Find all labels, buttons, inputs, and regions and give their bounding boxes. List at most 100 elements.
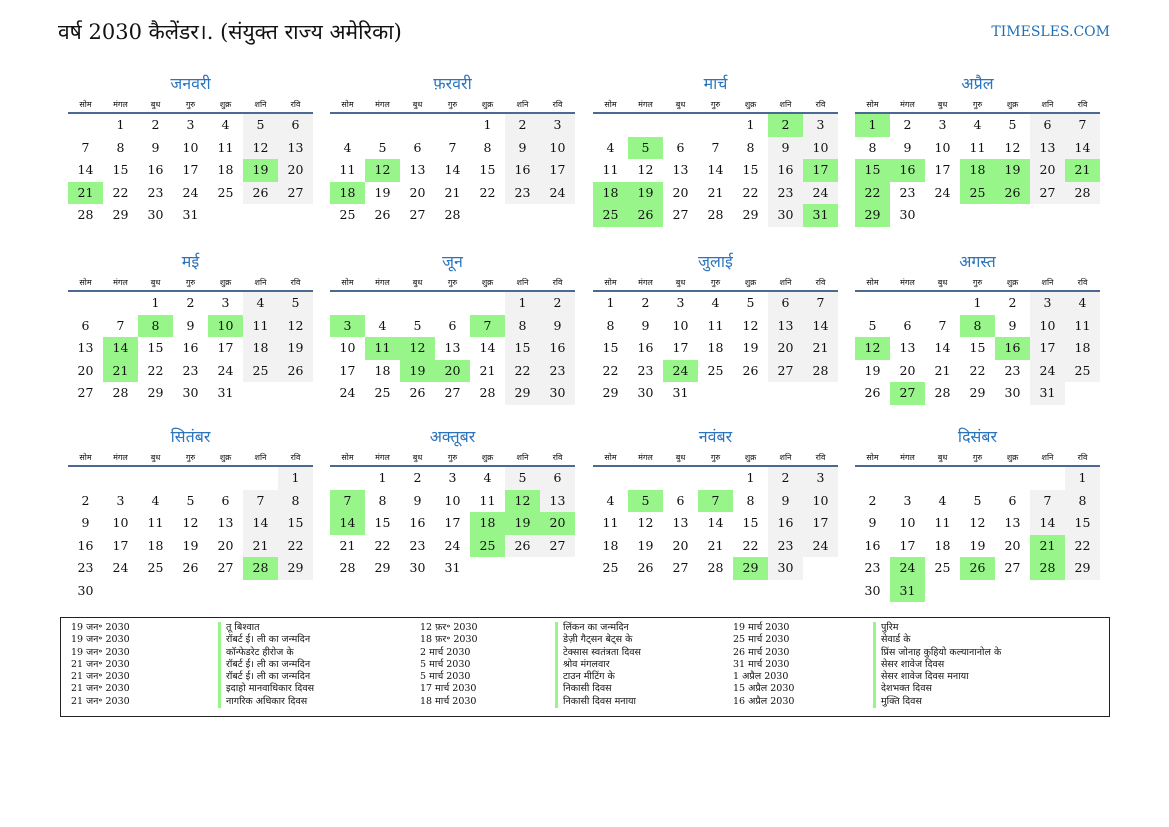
day-cell[interactable]: 14 <box>479 340 496 355</box>
day-cell[interactable]: 22 <box>742 184 759 200</box>
day-cell[interactable]: 3 <box>938 117 947 132</box>
day-cell[interactable]: 6 <box>1008 492 1017 508</box>
day-cell[interactable]: 16 <box>505 159 540 182</box>
day-cell[interactable]: 26 <box>960 557 995 580</box>
day-cell[interactable]: 16 <box>540 337 575 360</box>
day-cell[interactable]: 11 <box>217 139 234 155</box>
day-cell[interactable]: 29 <box>742 207 759 222</box>
day-cell[interactable]: 12 <box>637 162 654 177</box>
day-cell[interactable]: 7 <box>711 139 720 155</box>
day-cell[interactable]: 4 <box>243 292 278 315</box>
day-cell[interactable]: 8 <box>606 317 615 333</box>
day-cell[interactable]: 21 <box>803 337 838 360</box>
day-cell[interactable]: 2 <box>413 470 422 485</box>
day-cell[interactable]: 11 <box>969 139 986 155</box>
day-cell[interactable]: 1 <box>746 117 755 132</box>
day-cell[interactable]: 4 <box>711 295 720 310</box>
day-cell[interactable]: 9 <box>768 489 803 512</box>
day-cell[interactable]: 19 <box>637 537 654 553</box>
day-cell[interactable]: 17 <box>803 159 838 182</box>
day-cell[interactable]: 4 <box>378 317 387 333</box>
day-cell[interactable]: 14 <box>934 340 951 355</box>
day-cell[interactable]: 14 <box>444 162 461 177</box>
day-cell[interactable]: 24 <box>112 560 129 575</box>
day-cell[interactable]: 27 <box>672 560 689 575</box>
day-cell[interactable]: 4 <box>938 492 947 508</box>
day-cell[interactable]: 14 <box>1030 512 1065 535</box>
day-cell[interactable]: 13 <box>444 340 461 355</box>
day-cell[interactable]: 5 <box>868 317 877 333</box>
day-cell[interactable]: 8 <box>138 314 173 337</box>
day-cell[interactable]: 23 <box>182 362 199 378</box>
day-cell[interactable]: 7 <box>116 317 125 333</box>
day-cell[interactable]: 31 <box>1030 382 1065 405</box>
day-cell[interactable]: 11 <box>707 317 724 333</box>
day-cell[interactable]: 10 <box>803 136 838 159</box>
day-cell[interactable]: 18 <box>960 159 995 182</box>
day-cell[interactable]: 10 <box>112 515 129 530</box>
day-cell[interactable]: 24 <box>890 557 925 580</box>
day-cell[interactable]: 30 <box>182 385 199 400</box>
day-cell[interactable]: 30 <box>409 560 426 575</box>
day-cell[interactable]: 18 <box>593 181 628 204</box>
day-cell[interactable]: 16 <box>768 512 803 535</box>
day-cell[interactable]: 6 <box>903 317 912 333</box>
day-cell[interactable]: 27 <box>1004 560 1021 575</box>
day-cell[interactable]: 4 <box>221 117 230 132</box>
day-cell[interactable]: 27 <box>540 534 575 557</box>
day-cell[interactable]: 14 <box>707 515 724 530</box>
day-cell[interactable]: 16 <box>77 537 94 553</box>
day-cell[interactable]: 5 <box>243 114 278 137</box>
day-cell[interactable]: 29 <box>505 382 540 405</box>
day-cell[interactable]: 23 <box>409 537 426 553</box>
day-cell[interactable]: 9 <box>81 515 90 530</box>
day-cell[interactable]: 1 <box>278 467 313 490</box>
day-cell[interactable]: 1 <box>378 470 387 485</box>
day-cell[interactable]: 11 <box>602 515 619 530</box>
day-cell[interactable]: 5 <box>1008 117 1017 132</box>
day-cell[interactable]: 22 <box>969 362 986 378</box>
day-cell[interactable]: 17 <box>803 512 838 535</box>
day-cell[interactable]: 7 <box>938 317 947 333</box>
day-cell[interactable]: 13 <box>217 515 234 530</box>
day-cell[interactable]: 10 <box>339 340 356 355</box>
day-cell[interactable]: 16 <box>768 159 803 182</box>
day-cell[interactable]: 14 <box>707 162 724 177</box>
day-cell[interactable]: 3 <box>221 295 230 310</box>
day-cell[interactable]: 19 <box>628 181 663 204</box>
day-cell[interactable]: 25 <box>243 359 278 382</box>
day-cell[interactable]: 21 <box>1030 534 1065 557</box>
day-cell[interactable]: 20 <box>409 184 426 200</box>
day-cell[interactable]: 2 <box>81 492 90 508</box>
day-cell[interactable]: 9 <box>186 317 195 333</box>
day-cell[interactable]: 14 <box>77 162 94 177</box>
day-cell[interactable]: 7 <box>330 489 365 512</box>
day-cell[interactable]: 13 <box>77 340 94 355</box>
day-cell[interactable]: 16 <box>182 340 199 355</box>
day-cell[interactable]: 13 <box>1030 136 1065 159</box>
day-cell[interactable]: 17 <box>540 159 575 182</box>
day-cell[interactable]: 28 <box>707 207 724 222</box>
day-cell[interactable]: 25 <box>339 207 356 222</box>
day-cell[interactable]: 18 <box>602 537 619 553</box>
day-cell[interactable]: 18 <box>217 162 234 177</box>
day-cell[interactable]: 10 <box>934 139 951 155</box>
day-cell[interactable]: 8 <box>868 139 877 155</box>
day-cell[interactable]: 24 <box>1030 359 1065 382</box>
day-cell[interactable]: 28 <box>77 207 94 222</box>
day-cell[interactable]: 22 <box>374 537 391 553</box>
day-cell[interactable]: 14 <box>243 512 278 535</box>
day-cell[interactable]: 7 <box>1065 114 1100 137</box>
day-cell[interactable]: 31 <box>217 385 234 400</box>
day-cell[interactable]: 17 <box>112 537 129 553</box>
day-cell[interactable]: 11 <box>479 492 496 508</box>
day-cell[interactable]: 15 <box>147 340 164 355</box>
day-cell[interactable]: 10 <box>899 515 916 530</box>
day-cell[interactable]: 25 <box>707 362 724 378</box>
day-cell[interactable]: 2 <box>768 467 803 490</box>
day-cell[interactable]: 20 <box>1004 537 1021 553</box>
day-cell[interactable]: 18 <box>707 340 724 355</box>
day-cell[interactable]: 8 <box>278 489 313 512</box>
day-cell[interactable]: 9 <box>868 515 877 530</box>
day-cell[interactable]: 3 <box>803 467 838 490</box>
